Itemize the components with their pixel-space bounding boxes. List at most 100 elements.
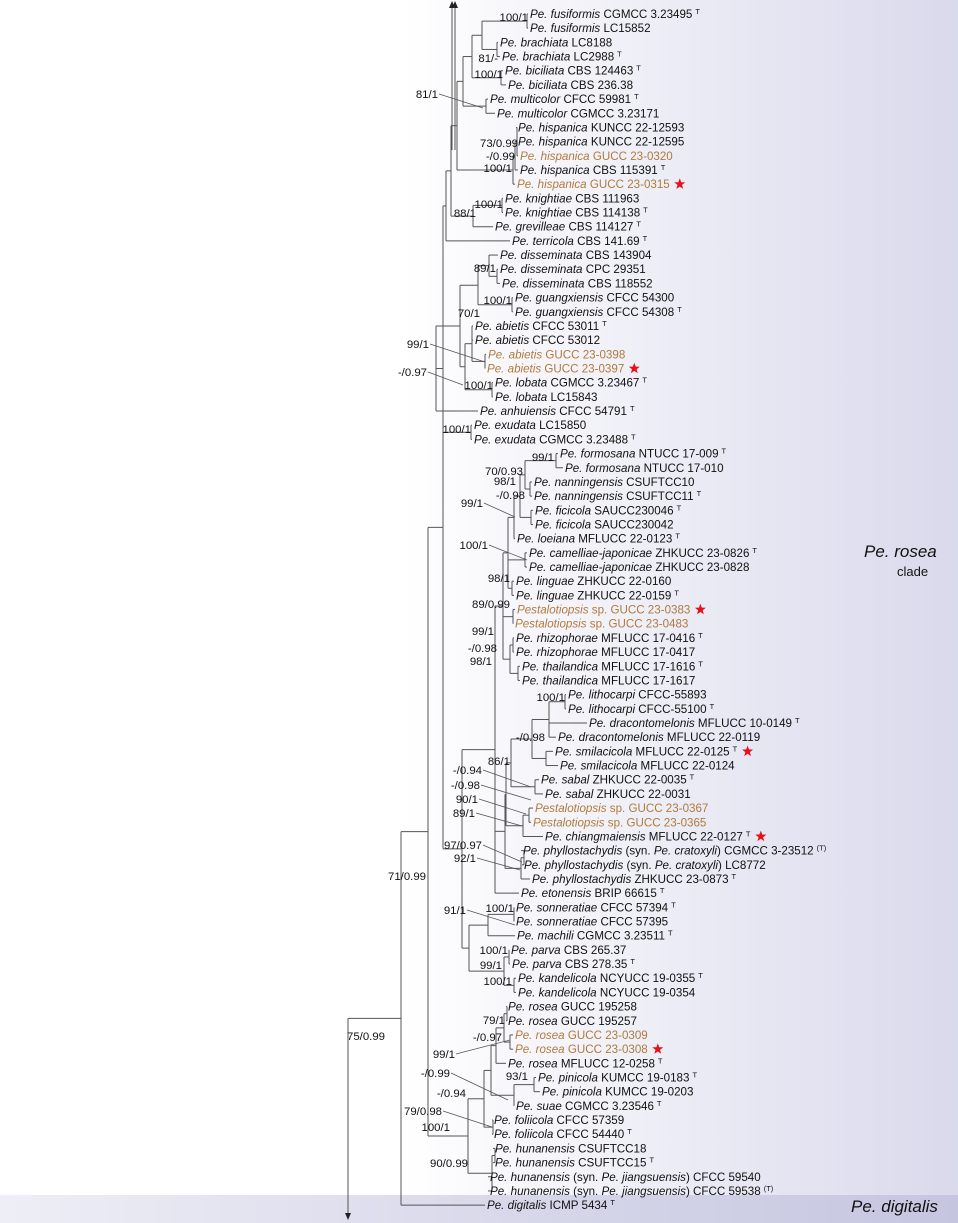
strain-id: CBS 124463	[564, 65, 633, 78]
strain-id: LC15850	[536, 419, 586, 432]
taxon-label: Pestalotiopsis sp. GUCC 23-0383	[517, 604, 690, 617]
taxon-name: Pe. lithocarpi	[568, 703, 635, 716]
taxon-label: Pe. rhizophorae MFLUCC 17-0416 T	[516, 631, 703, 645]
arrow-down-icon	[345, 1213, 351, 1220]
taxon-name: Pe. cratoxyli	[654, 845, 718, 858]
taxon-name: Pe. abietis	[475, 320, 529, 333]
support-value: 89/1	[474, 263, 496, 275]
support-value: 100/1	[483, 295, 512, 307]
taxon-name: Pe. phyllostachydis	[532, 873, 631, 886]
taxon-name: Pe. guangxiensis	[515, 292, 604, 305]
type-marker: (T)	[817, 844, 827, 853]
taxon-label: Pe. ficicola SAUCC230046 T	[535, 503, 682, 517]
strain-id: BRIP 66615	[591, 887, 657, 900]
branches	[345, 1, 587, 1220]
taxon-label: Pe. kandelicola NCYUCC 19-0354	[518, 986, 696, 999]
taxon-name: Pe. rosea	[508, 1015, 558, 1028]
type-marker: T	[636, 64, 641, 73]
strain-id: (syn.	[570, 1171, 602, 1184]
strain-id: MFLUCC 17-0417	[598, 646, 695, 659]
strain-id: GUCC 23-0398	[542, 348, 625, 361]
arrow-up-icon	[452, 1, 458, 8]
taxon-name: Pe. thailandica	[522, 660, 599, 673]
support-value: 98/1	[488, 573, 510, 585]
type-marker: T	[695, 7, 700, 16]
taxon-name: Pe. hunanensis	[495, 1142, 575, 1155]
strain-id: sp. GUCC 23-0367	[607, 802, 709, 815]
taxon-label: Pe. rosea GUCC 23-0308	[515, 1043, 648, 1056]
taxon-label: Pe. camelliae-japonicae ZHKUCC 23-0828	[529, 561, 749, 574]
support-leader-line	[482, 769, 532, 788]
taxon-label: Pe. sonneratiae CFCC 57394 T	[516, 900, 676, 914]
strain-id: ) CFCC 59540	[686, 1171, 761, 1184]
taxon-name: Pe. dracontomelonis	[589, 717, 695, 730]
taxon-label: Pe. linguae ZHKUCC 22-0159 T	[516, 588, 679, 602]
strain-id: (syn.	[623, 859, 655, 872]
strain-id: (syn.	[570, 1185, 602, 1198]
taxon-name: Pe. hispanica	[518, 121, 588, 134]
star-icon	[742, 745, 754, 757]
taxon-label: Pe. formosana NTUCC 17-009 T	[560, 447, 727, 461]
support-leader-line	[455, 1039, 511, 1055]
support-value: 89/1	[453, 808, 475, 820]
strain-id: GUCC 23-0308	[565, 1043, 648, 1056]
taxon-label: Pe. parva CBS 265.37	[511, 944, 626, 957]
type-marker: (T)	[764, 1184, 774, 1193]
star-icon	[628, 362, 640, 374]
strain-id: GUCC 23-0315	[587, 178, 670, 191]
taxon-name: Pe. disseminata	[502, 277, 585, 290]
taxon-label: Pe. disseminata CPC 29351	[500, 263, 646, 276]
taxon-name: Pe. formosana	[560, 448, 636, 461]
strain-id: CFCC-55100	[635, 703, 707, 716]
strain-id: MFLUCC 22-0127	[646, 830, 743, 843]
support-value: -/0.99	[486, 151, 515, 163]
strain-id: ZHKUCC 22-0035	[589, 774, 686, 787]
taxon-name: Pe. brachiata	[500, 36, 569, 49]
strain-id: CGMCC 3.23546	[562, 1100, 654, 1113]
strain-id: LC8188	[568, 36, 612, 49]
type-marker: T	[630, 957, 635, 966]
type-marker: T	[631, 432, 636, 441]
taxon-label: Pe. abietis CFCC 53012	[475, 334, 600, 347]
type-marker: T	[690, 773, 695, 782]
taxon-label: Pestalotiopsis sp. GUCC 23-0367	[535, 802, 708, 815]
taxon-label: Pe. knightiae CBS 114138 T	[505, 206, 648, 220]
taxon-label: Pe. dracontomelonis MFLUCC 22-0119	[558, 731, 760, 744]
taxon-name: Pe. hispanica	[518, 136, 588, 149]
strain-id: ZHKUCC 23-0873	[631, 873, 728, 886]
taxon-name: Pe. biciliata	[505, 65, 565, 78]
taxon-label: Pe. parva CBS 278.35 T	[512, 957, 635, 971]
taxon-label: Pe. disseminata CBS 118552	[502, 277, 653, 290]
type-marker: T	[675, 532, 680, 541]
strain-id: ZHKUCC 22-0031	[593, 788, 690, 801]
strain-id: CGMCC 3.23495	[600, 8, 692, 21]
support-value: 93/1	[506, 1071, 528, 1083]
strain-id: CFCC 59981	[560, 93, 631, 106]
support-value: 99/1	[461, 498, 483, 510]
strain-id: CBS 111963	[572, 192, 639, 205]
star-icon	[694, 603, 706, 615]
rosea-clade-word: clade	[897, 564, 928, 579]
strain-id: ) CGMCC 3-23512	[717, 845, 814, 858]
type-marker: T	[649, 1156, 654, 1165]
taxon-name: Pe. abietis	[475, 334, 529, 347]
strain-id: CFCC 54300	[603, 292, 674, 305]
type-marker: T	[698, 631, 703, 640]
strain-id: KUMCC 19-0183	[598, 1072, 690, 1085]
strain-id: ZHKUCC 22-0159	[574, 589, 671, 602]
taxon-name: Pe. brachiata	[502, 51, 571, 64]
support-value: 98/1	[470, 656, 492, 668]
taxon-label: Pe. hunanensis CSUFTCC15 T	[495, 1156, 654, 1170]
type-marker: T	[677, 305, 682, 314]
type-marker: T	[795, 716, 800, 725]
strain-id: CGMCC 3.23171	[567, 107, 659, 120]
type-marker: T	[698, 971, 703, 980]
taxon-label: Pe. lobata CGMCC 3.23467 T	[495, 376, 647, 390]
taxon-label: Pe. phyllostachydis ZHKUCC 23-0873 T	[532, 872, 737, 886]
taxon-name: Pe. fusiformis	[530, 8, 600, 21]
taxon-label: Pe. rosea GUCC 195257	[508, 1015, 637, 1028]
support-value: 99/1	[532, 452, 554, 464]
taxon-label: Pe. ficicola SAUCC230042	[535, 518, 674, 531]
support-value: 81/1	[416, 89, 438, 101]
support-value: 90/0.99	[430, 1158, 468, 1170]
